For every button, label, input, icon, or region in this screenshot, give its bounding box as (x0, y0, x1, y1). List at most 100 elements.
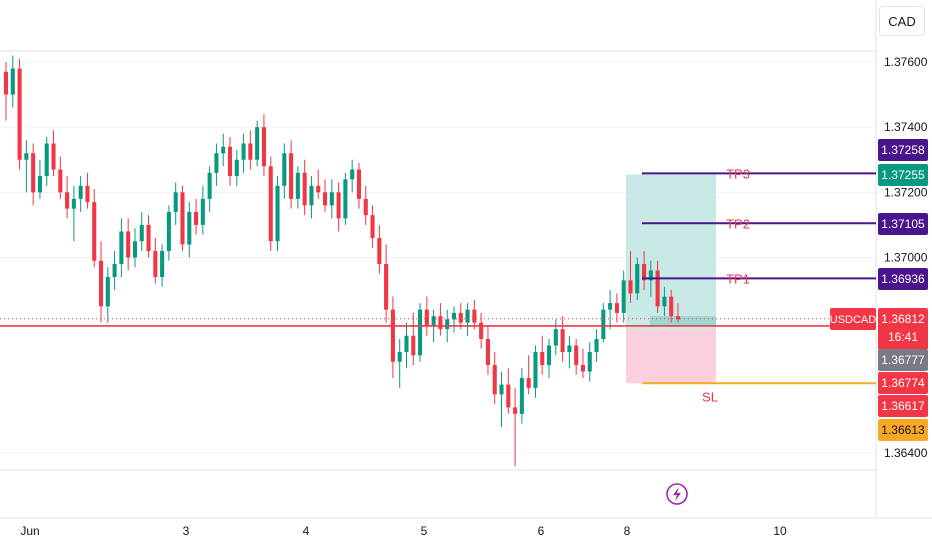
candle-body (194, 211, 199, 225)
candle-body (397, 351, 402, 362)
candle-body (479, 322, 484, 339)
candle-body (316, 185, 321, 193)
x-tick-label: 6 (538, 524, 545, 538)
candle-body (255, 127, 260, 160)
y-tick-label: 1.37400 (884, 120, 928, 134)
candle-body (166, 211, 171, 251)
candle-body (418, 309, 423, 356)
candles (3, 55, 681, 467)
candle-body (3, 71, 9, 95)
candle-body (553, 329, 558, 346)
price-tag-text: 1.36777 (881, 353, 925, 367)
symbol-badge (830, 308, 876, 330)
candle-body (485, 338, 490, 366)
candle-body (200, 198, 205, 225)
candle-body (187, 211, 192, 245)
price-tag-stop (878, 372, 928, 394)
candle-body (98, 260, 104, 307)
candle-body (608, 303, 613, 310)
candle-body (112, 264, 117, 278)
candle-body (221, 146, 226, 154)
candle-body (642, 264, 647, 281)
y-tick-label: 1.37200 (884, 185, 928, 199)
price-tag-entry (878, 349, 928, 371)
x-tick-label: 5 (421, 524, 428, 538)
tp2-label: TP2 (726, 216, 750, 231)
x-tick-label: Jun (20, 524, 39, 538)
countdown-text: 16:41 (888, 330, 918, 344)
grid (0, 0, 932, 519)
candle-body (309, 185, 314, 206)
position-zones (626, 174, 716, 384)
candle-body (465, 309, 470, 323)
level-lines (0, 172, 876, 385)
candle-body (214, 153, 219, 173)
candle-body (173, 192, 178, 212)
candle-body (85, 185, 90, 203)
candle-body (261, 127, 266, 167)
lightning-icon[interactable] (666, 483, 688, 505)
x-tick-label: 3 (183, 524, 190, 538)
candle-body (655, 270, 660, 307)
candle-body (614, 303, 619, 313)
price-tag-text: 1.36936 (881, 272, 925, 286)
candle-body (153, 250, 158, 278)
time-axis[interactable]: Jun 3 4 5 6 8 10 (20, 524, 787, 538)
candle-body (58, 169, 63, 193)
candle-body (10, 68, 15, 95)
candle-body (431, 316, 436, 326)
price-tag-text: 1.37258 (881, 143, 925, 157)
price-tag-text: 1.36774 (881, 376, 925, 390)
candle-body (370, 215, 375, 238)
y-tick-label: 1.36400 (884, 446, 928, 460)
candle-body (587, 351, 592, 372)
candle-body (234, 159, 239, 177)
candle-body (207, 172, 212, 199)
candle-body (377, 237, 382, 265)
candle-body (540, 351, 545, 366)
candle-body (594, 338, 599, 352)
candle-body (289, 153, 294, 199)
candle-body (146, 224, 151, 251)
price-tags: 1.37258 1.37255 1.37105 1.36936 1.36812 1.367… (830, 139, 928, 441)
candle-body (24, 153, 29, 160)
loss-zone[interactable] (626, 329, 716, 384)
candle-body (241, 143, 246, 160)
candle-body (248, 143, 253, 160)
candle-body (160, 250, 165, 278)
candle-body (438, 316, 443, 330)
candle-body (329, 192, 334, 206)
candle-body (675, 316, 681, 320)
candle-body (472, 309, 477, 323)
candle-body (322, 192, 328, 206)
candle-body (628, 280, 633, 294)
price-tag-text: 1.37105 (881, 217, 925, 231)
y-tick-label: 1.37000 (884, 251, 928, 265)
current-zone (650, 316, 716, 326)
candle-body (445, 319, 450, 330)
candle-body (499, 384, 504, 395)
candle-body (390, 309, 395, 362)
candle-body (51, 143, 56, 170)
candle-body (526, 378, 531, 388)
candle-body (424, 309, 429, 326)
candle-body (92, 202, 97, 261)
price-tag-text: 1.36812 (881, 312, 925, 326)
candle-body (451, 312, 457, 320)
candle-body (546, 345, 552, 366)
price-tag-tp2 (878, 213, 928, 235)
candle-body (404, 335, 409, 352)
currency-label[interactable]: CAD (879, 6, 925, 36)
candle-body (506, 384, 511, 408)
candle-body (513, 407, 518, 414)
symbol-text: USDCAD (830, 314, 877, 326)
candle-body (458, 312, 463, 323)
candle-body (336, 192, 341, 219)
candle-body (363, 198, 368, 216)
candle-body (621, 280, 626, 313)
candle-body (560, 329, 565, 352)
price-tag-text: 1.37255 (881, 168, 925, 182)
price-axis[interactable]: 1.37600 1.37400 1.37200 1.37000 1.36400 (884, 55, 928, 460)
